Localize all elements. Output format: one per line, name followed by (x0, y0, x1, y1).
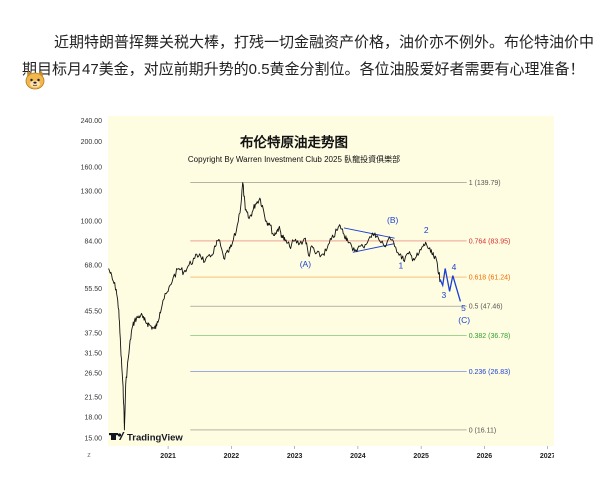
triangle-line-upper (343, 227, 395, 239)
y-tick-label: 18.00 (84, 415, 102, 422)
x-tick-label: 2023 (287, 453, 303, 460)
x-tick-label: 2025 (413, 453, 429, 460)
y-tick-label: 100.00 (81, 218, 103, 225)
fib-level-label: 1 (139.79) (469, 180, 501, 187)
triangle-line-lower (352, 243, 395, 253)
wave-label: (B) (387, 215, 399, 225)
x-tick-label: 2026 (477, 453, 493, 460)
wave-label: (C) (458, 315, 470, 325)
brent-oil-chart: 1 (139.79) 0.764 (83.95) 0.618 (61.24) 0.5 … (72, 116, 556, 466)
x-tick-label: 2027 (540, 453, 554, 460)
fib-level-label: 0.764 (83.95) (469, 238, 511, 245)
y-tick-label: 45.50 (84, 309, 102, 316)
wave-label: 2 (424, 225, 429, 235)
y-tick-label: 26.50 (84, 370, 102, 377)
y-tick-label: 55.50 (84, 286, 102, 293)
wave-label: 3 (442, 290, 447, 300)
y-tick-label: 160.00 (81, 165, 103, 172)
tradingview-logo-icon (109, 432, 125, 440)
wave-projection-line (439, 268, 462, 302)
chart-subtitle: Copyright By Warren Investment Club 2025… (188, 154, 400, 164)
fib-level-label: 0.5 (47.46) (469, 304, 503, 311)
corner-label: z (87, 452, 91, 459)
chart-title: 布伦特原油走势图 (240, 134, 348, 150)
fib-level-label: 0 (16.11) (469, 427, 497, 434)
wave-label: 4 (452, 262, 457, 272)
y-tick-label: 240.00 (81, 118, 103, 125)
y-tick-label: 200.00 (81, 139, 103, 146)
tradingview-watermark: TradingView (127, 433, 183, 444)
wave-label: (A) (300, 259, 312, 269)
y-tick-label: 21.50 (84, 394, 102, 401)
wave-label: 5 (461, 303, 466, 313)
price-line (108, 182, 441, 431)
x-tick-label: 2024 (350, 453, 366, 460)
chart-container: 1 (139.79) 0.764 (83.95) 0.618 (61.24) 0.5 … (72, 116, 556, 466)
y-tick-label: 31.50 (84, 351, 102, 358)
wave-label: 1 (399, 260, 404, 270)
fib-level-label: 0.618 (61.24) (469, 275, 511, 282)
dog-face-emoji-icon (25, 71, 45, 90)
fib-level-label: 0.382 (36.78) (469, 333, 511, 340)
y-tick-label: 130.00 (81, 188, 103, 195)
post-text: 近期特朗普挥舞关税大棒，打残一切金融资产价格，油价亦不例外。布伦特油价中期目标月… (22, 34, 595, 78)
y-tick-label: 37.50 (84, 331, 102, 338)
plot-background (108, 116, 554, 446)
x-tick-label: 2022 (224, 453, 240, 460)
y-tick-label: 15.00 (84, 436, 102, 443)
y-tick-label: 84.00 (84, 238, 102, 245)
y-tick-label: 68.00 (84, 263, 102, 270)
x-tick-label: 2021 (160, 453, 176, 460)
fib-level-label: 0.236 (26.83) (469, 369, 511, 376)
